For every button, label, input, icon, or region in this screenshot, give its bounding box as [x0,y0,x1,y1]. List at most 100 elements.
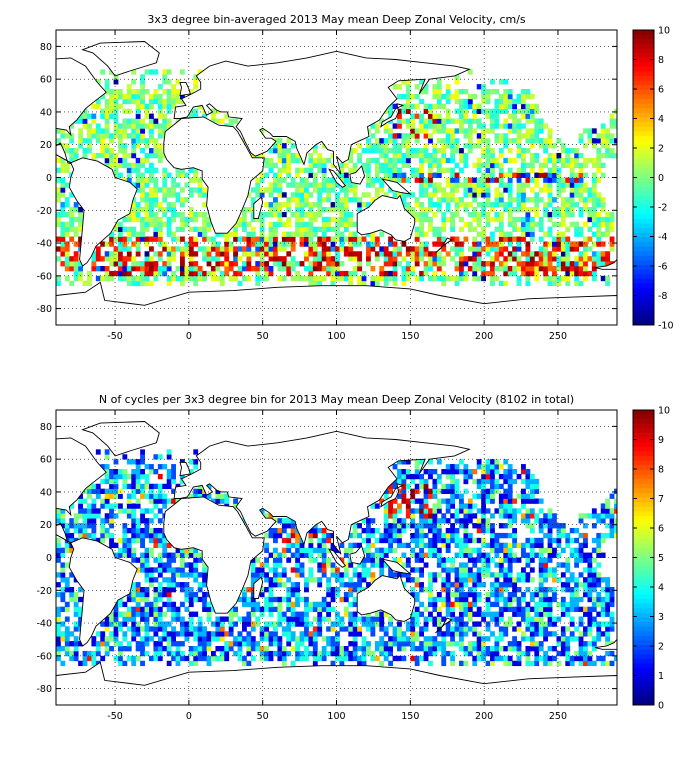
bin-cell [383,167,389,173]
bin-cell [494,552,500,558]
bin-cell [547,523,553,529]
bin-cell [149,123,154,129]
bin-cell [78,266,83,272]
bin-cell [596,251,602,257]
bin-cell [543,246,549,252]
bin-cell [507,89,513,95]
bin-cell [273,256,278,262]
bin-cell [326,582,331,588]
bin-cell [295,231,300,237]
bin-cell [219,646,225,652]
bin-cell [587,626,593,632]
bin-cell [534,202,540,208]
bin-cell [574,162,580,169]
bin-cell [295,275,300,282]
bin-cell [100,621,106,627]
colorbar-segment [633,260,654,266]
bin-cell [219,616,225,622]
bin-cell [498,567,504,573]
bin-cell [467,93,473,100]
bin-cell [405,148,411,154]
bin-cell [454,626,460,632]
bin-cell [361,562,367,568]
bin-cell [556,152,562,159]
bin-cell [552,167,557,173]
bin-cell [153,143,159,149]
bin-cell [162,192,168,198]
bin-cell [388,513,393,519]
bin-cell [144,103,150,110]
bin-cell [299,187,305,193]
bin-cell [171,251,176,257]
bin-cell [140,128,145,134]
bin-cell [162,562,168,568]
bin-cell [494,587,500,593]
bin-cell [184,216,190,223]
bin-cell [361,547,367,553]
bin-cell [219,650,225,657]
bin-cell [583,143,588,149]
bin-cell [91,133,97,139]
bin-cell [609,601,615,608]
bin-cell [126,177,132,183]
bin-cell [290,157,296,164]
bin-cell [605,621,611,627]
bin-cell [609,513,615,519]
bin-cell [87,523,92,529]
bin-cell [414,552,420,558]
bin-cell [366,523,371,529]
bin-cell [454,266,460,272]
bin-cell [560,587,566,593]
bin-cell [397,626,402,632]
bin-cell [308,636,314,642]
bin-cell [410,103,416,110]
bin-cell [454,187,460,193]
bin-cell [454,172,460,178]
bin-cell [521,503,526,509]
bin-cell [100,93,106,100]
bin-cell [405,266,411,272]
bin-cell [490,616,495,622]
bin-cell [64,650,70,657]
bin-cell [529,143,535,149]
bin-cell [237,616,243,622]
bin-cell [60,596,66,603]
bin-cell [197,552,203,558]
bin-cell [587,577,593,583]
bin-cell [339,172,345,178]
bin-cell [401,108,407,114]
bin-cell [512,606,518,612]
bin-cell [494,113,500,119]
bin-cell [450,660,456,667]
bin-cell [529,626,535,632]
bin-cell [242,221,247,228]
bin-cell [264,577,269,583]
bin-cell [388,270,393,277]
bin-cell [578,518,584,524]
bin-cell [149,270,154,277]
bin-cell [60,231,66,237]
bin-cell [414,542,420,549]
bin-cell [534,192,540,198]
bin-cell [525,251,531,257]
bin-cell [574,187,580,193]
bin-cell [609,138,615,144]
velocity-map-panel: 3x3 degree bin-averaged 2013 May mean De… [36,13,673,342]
bin-cell [476,631,482,637]
bin-cell [113,513,119,519]
bin-cell [467,192,473,198]
bin-cell [273,547,278,553]
bin-cell [583,567,588,573]
bin-cell [237,655,243,662]
colorbar-segment [633,265,654,271]
bin-cell [78,236,83,242]
bin-cell [525,148,531,154]
bin-cell [180,256,185,262]
bin-cell [503,172,509,178]
bin-cell [432,202,438,208]
bin-cell [348,650,354,657]
bin-cell [436,646,442,652]
bin-cell [481,641,487,647]
bin-cell [534,601,540,608]
bin-cell [348,587,354,593]
